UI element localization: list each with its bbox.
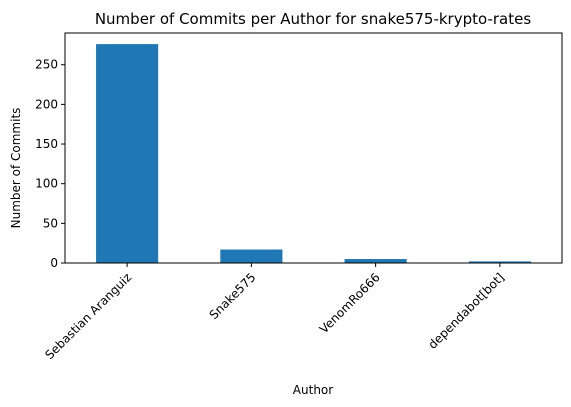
y-tick-label: 50 (43, 216, 58, 230)
y-tick-label: 0 (50, 256, 58, 270)
x-axis-label: Author (293, 383, 333, 397)
x-tick-label: VenomRo666 (317, 270, 383, 336)
plot-area: 0 50 100 150 200 250 Sebastian Aranguiz Snake57… (35, 32, 563, 362)
y-axis-label: Number of Commits (9, 108, 23, 229)
chart-title: Number of Commits per Author for snake57… (95, 10, 532, 28)
x-tick-label: dependabot[bot] (425, 270, 507, 352)
x-tick-label: Sebastian Aranguiz (42, 270, 134, 362)
x-tick-label: Snake575 (207, 270, 259, 322)
bar-1 (96, 44, 159, 263)
bar-4 (468, 261, 531, 263)
y-tick-label: 200 (35, 97, 58, 111)
y-tick-label: 100 (35, 177, 58, 191)
y-tick-label: 150 (35, 137, 58, 151)
y-tick-label: 250 (35, 58, 58, 72)
bar-3 (344, 259, 407, 263)
plot-frame (64, 32, 563, 264)
bar-2 (220, 249, 283, 263)
